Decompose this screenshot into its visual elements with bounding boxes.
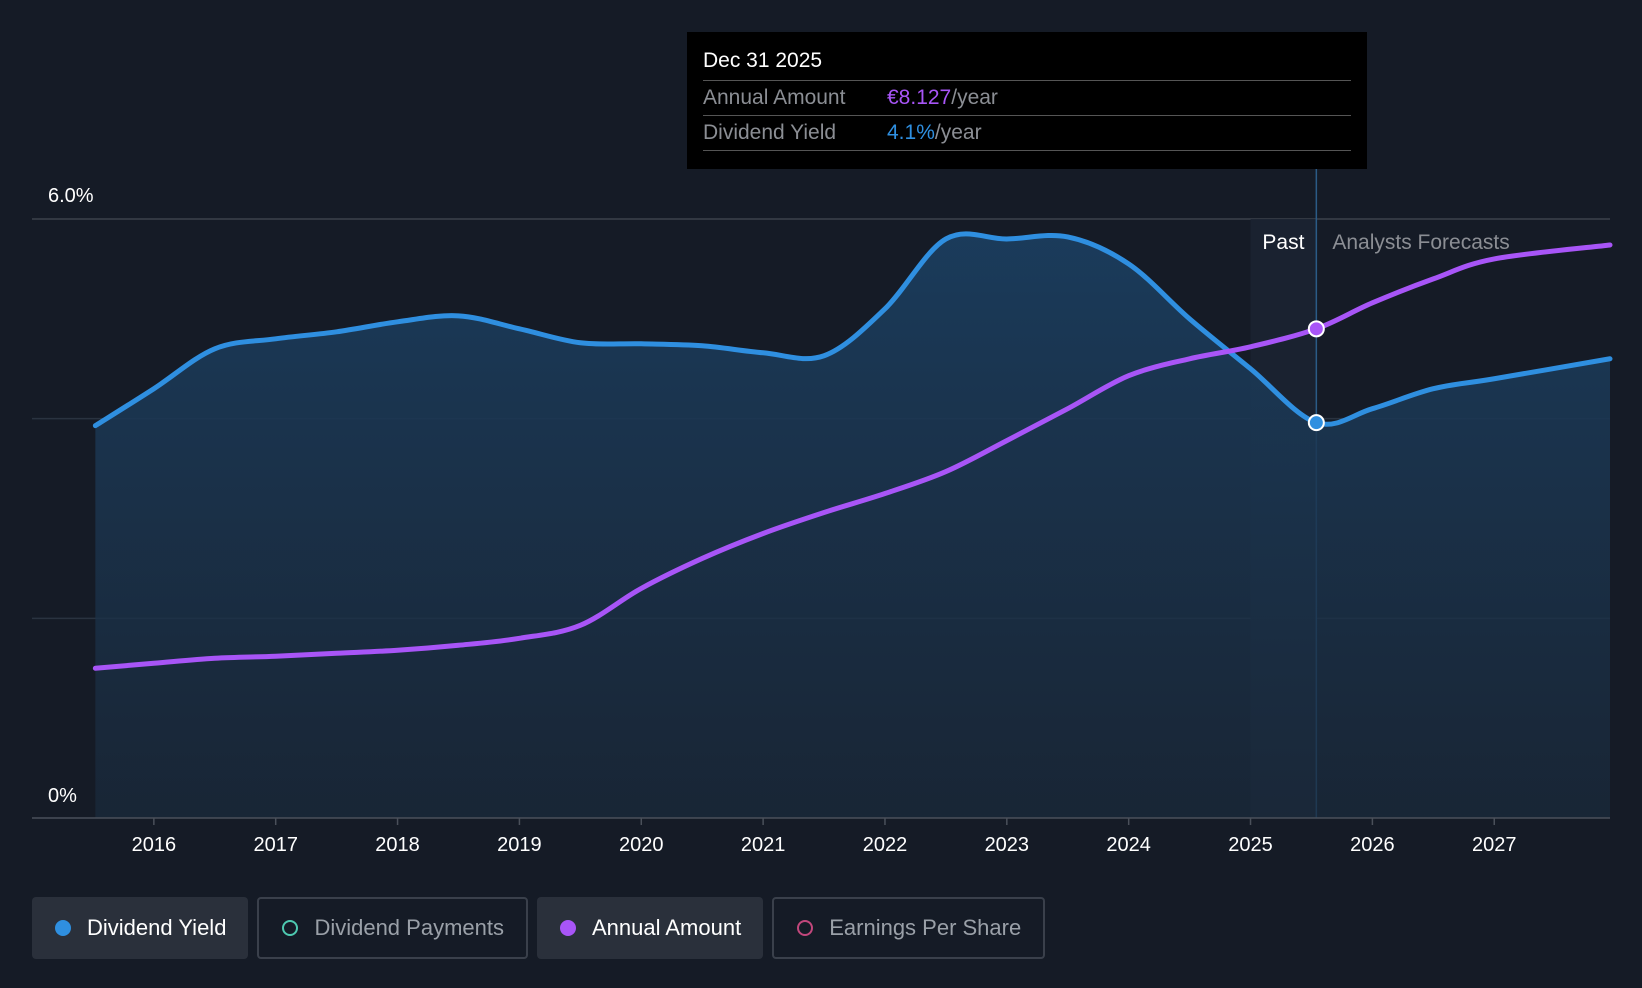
legend-annual-amount[interactable]: Annual Amount <box>536 897 764 959</box>
x-tick-label: 2021 <box>741 834 786 856</box>
x-tick-label: 2019 <box>497 834 542 856</box>
x-tick-label: 2018 <box>375 834 420 856</box>
tooltip-unit: /year <box>934 121 982 144</box>
dividend-yield-dot-icon <box>55 920 71 936</box>
tooltip-value: €8.127 <box>887 86 952 109</box>
annual-amount-marker <box>1307 320 1325 338</box>
legend-label: Dividend Yield <box>87 915 227 940</box>
earnings-per-share-ring-icon <box>797 920 814 936</box>
legend-dividend-payments[interactable]: Dividend Payments <box>257 897 528 959</box>
tooltip-row-dividend-yield: Dividend Yield 4.1% /year <box>703 115 1351 151</box>
chart-legend: Dividend Yield Dividend Payments Annual … <box>32 897 1046 959</box>
x-tick-label: 2025 <box>1228 834 1273 856</box>
legend-dividend-yield[interactable]: Dividend Yield <box>32 897 249 959</box>
tooltip-label: Dividend Yield <box>703 121 837 144</box>
legend-label: Annual Amount <box>591 915 742 940</box>
legend-label: Dividend Payments <box>314 915 504 940</box>
tooltip-row-annual-amount: Annual Amount €8.127 /year <box>703 80 1351 115</box>
dividend-chart: 2016 2017 2018 2019 2020 2021 2022 2023 2024 2025… <box>32 169 1613 856</box>
x-tick-label: 2023 <box>985 834 1030 856</box>
y-axis-bottom-label: 0% <box>48 785 77 807</box>
y-axis-top-label: 6.0% <box>48 185 94 207</box>
dividend-payments-ring-icon <box>282 920 299 936</box>
x-tick-label: 2024 <box>1106 834 1151 856</box>
legend-label: Earnings Per Share <box>829 915 1022 940</box>
annual-amount-dot-icon <box>559 920 576 936</box>
tooltip-label: Annual Amount <box>703 86 846 109</box>
x-tick-label: 2027 <box>1472 834 1517 856</box>
forecast-region-label: Analysts Forecasts <box>1332 231 1509 254</box>
x-tick-label: 2016 <box>132 834 177 856</box>
dividend-yield-area <box>95 233 1610 818</box>
x-tick-label: 2022 <box>863 834 908 856</box>
x-tick-label: 2017 <box>253 834 298 856</box>
tooltip-unit: /year <box>951 86 998 109</box>
data-tooltip: Dec 31 2025 Annual Amount €8.127 /year D… <box>687 32 1367 169</box>
x-tick-label: 2020 <box>619 834 664 856</box>
dividend-yield-marker <box>1307 414 1325 432</box>
past-region-label: Past <box>1262 231 1304 254</box>
legend-earnings-per-share[interactable]: Earnings Per Share <box>772 897 1046 959</box>
annual-amount-line <box>92 242 1613 671</box>
tooltip-date: Dec 31 2025 <box>703 49 823 72</box>
tooltip-value: 4.1% <box>887 121 935 144</box>
x-tick-label: 2026 <box>1350 834 1395 856</box>
